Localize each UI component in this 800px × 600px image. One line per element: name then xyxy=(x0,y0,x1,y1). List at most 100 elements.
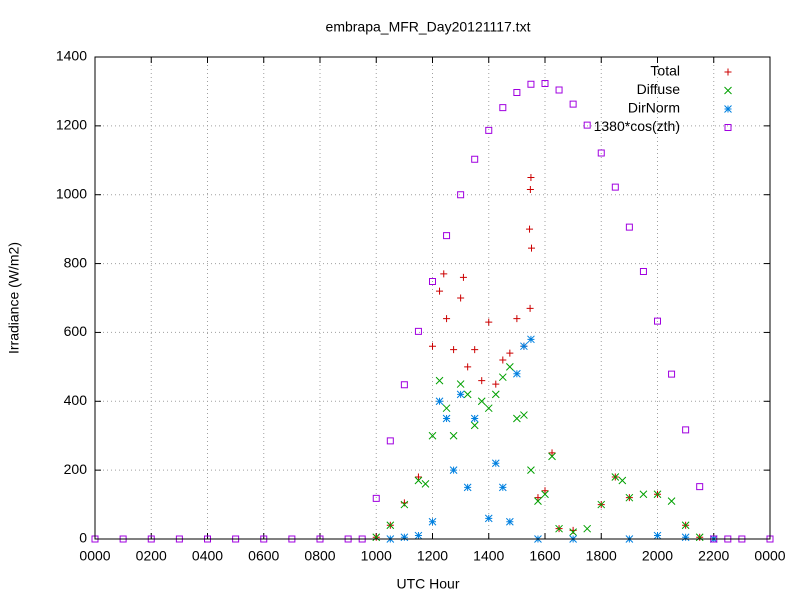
point xyxy=(491,390,500,399)
point xyxy=(618,476,627,485)
y-tick-label: 1000 xyxy=(56,185,87,201)
point xyxy=(696,483,704,491)
point xyxy=(449,431,458,440)
point xyxy=(316,535,324,543)
point xyxy=(429,342,436,350)
point xyxy=(400,381,408,389)
x-axis-label: UTC Hour xyxy=(396,576,459,592)
plot-frame xyxy=(94,56,771,540)
y-tick-label: 1200 xyxy=(56,117,87,133)
point xyxy=(653,490,662,499)
point xyxy=(175,535,183,543)
point xyxy=(513,369,521,378)
point xyxy=(147,535,155,543)
point xyxy=(498,373,507,382)
x-tick-label: 0200 xyxy=(136,548,167,564)
x-tick-label: 0000 xyxy=(79,548,110,564)
y-tick-label: 1400 xyxy=(56,48,87,64)
point xyxy=(442,404,451,413)
point xyxy=(470,414,479,423)
point xyxy=(513,315,521,323)
point xyxy=(526,304,534,312)
point xyxy=(498,483,507,492)
point xyxy=(534,494,542,502)
point xyxy=(520,342,528,351)
point xyxy=(400,500,409,509)
x-tick-label: 0800 xyxy=(304,548,335,564)
point xyxy=(541,487,549,495)
point xyxy=(429,277,436,285)
point xyxy=(499,104,507,112)
point xyxy=(505,517,514,526)
legend-label: 1380*cos(zth) xyxy=(594,118,680,134)
y-tick-label: 800 xyxy=(64,254,88,270)
legend-marker xyxy=(724,68,732,76)
point xyxy=(583,524,592,533)
point xyxy=(528,244,535,252)
point xyxy=(548,452,556,461)
point xyxy=(414,473,422,481)
point xyxy=(654,317,661,325)
point xyxy=(471,346,479,354)
point xyxy=(548,449,556,457)
point xyxy=(527,174,535,181)
legend: Total Diffuse DirNorm 1380*cos(zth) xyxy=(594,63,732,134)
point xyxy=(442,414,451,423)
point xyxy=(485,318,493,326)
point xyxy=(459,273,467,281)
point xyxy=(288,535,296,543)
x-tick-label: 2000 xyxy=(642,548,673,564)
point xyxy=(527,80,535,88)
point xyxy=(428,431,437,440)
point xyxy=(499,356,507,364)
point xyxy=(513,88,521,96)
point xyxy=(492,380,500,388)
point xyxy=(485,126,493,134)
point xyxy=(738,535,746,543)
point xyxy=(421,480,430,488)
point xyxy=(724,535,732,543)
point xyxy=(491,459,500,468)
legend-label: Total xyxy=(650,63,680,79)
point xyxy=(513,414,521,423)
point xyxy=(520,411,528,419)
point xyxy=(232,535,240,543)
point xyxy=(569,528,577,536)
point xyxy=(639,267,647,275)
point xyxy=(597,500,606,509)
point xyxy=(710,535,718,543)
y-tick-label: 0 xyxy=(79,530,87,546)
legend-label: Diffuse xyxy=(637,81,681,97)
x-tick-label: 1600 xyxy=(529,548,560,564)
point xyxy=(204,535,211,543)
point xyxy=(506,349,514,357)
chart-title: embrapa_MFR_Day20121117.txt xyxy=(326,19,531,35)
x-tick-label: 1800 xyxy=(586,548,617,564)
point xyxy=(555,524,563,533)
point xyxy=(91,535,99,543)
x-tick-label: 0400 xyxy=(192,548,223,564)
point xyxy=(457,191,465,199)
y-axis-label: Irradiance (W/m2) xyxy=(6,242,22,354)
point xyxy=(681,533,690,542)
point xyxy=(667,497,676,505)
point xyxy=(470,421,479,430)
point xyxy=(443,232,451,240)
point xyxy=(260,535,268,543)
point xyxy=(372,533,381,542)
point xyxy=(440,270,448,278)
point xyxy=(766,535,774,543)
legend-label: DirNorm xyxy=(628,100,680,116)
point xyxy=(611,183,619,191)
x-tick-label: 1400 xyxy=(473,548,504,564)
point xyxy=(527,466,535,474)
point xyxy=(119,535,127,543)
point xyxy=(443,315,451,323)
point xyxy=(682,426,690,434)
point xyxy=(611,473,620,481)
point xyxy=(681,521,690,530)
point xyxy=(358,535,366,543)
point xyxy=(471,155,479,163)
x-tick-label: 2200 xyxy=(698,548,729,564)
